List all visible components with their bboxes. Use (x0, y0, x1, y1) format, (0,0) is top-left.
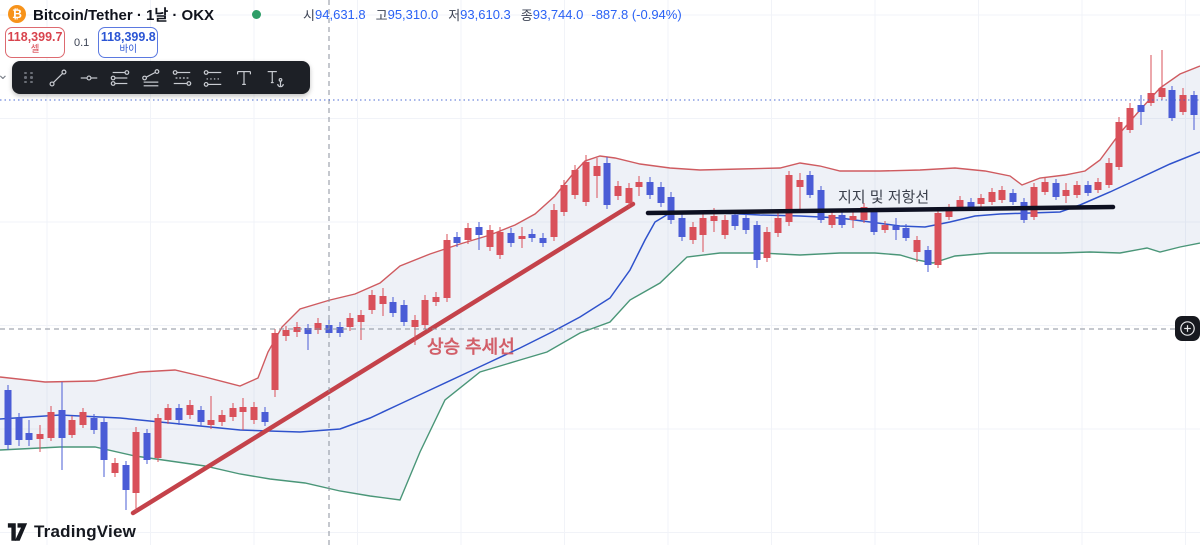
trade-panel: 118,399.7 셀 0.1 118,399.8 바이 (5, 27, 159, 58)
buy-button[interactable]: 118,399.8 바이 (98, 27, 159, 58)
chevron-down-icon[interactable]: ⌄ (0, 66, 9, 82)
anchored-text-icon[interactable] (259, 64, 290, 92)
buy-price: 118,399.8 (100, 29, 156, 44)
pitchfork-icon[interactable] (135, 64, 166, 92)
horizontal-line-icon[interactable] (73, 64, 104, 92)
symbol-header: ₿ Bitcoin/Tether · 1날 · OKX 시 94,631.8 고… (8, 4, 682, 24)
bitcoin-icon: ₿ (8, 5, 26, 23)
close-label: 종 (520, 7, 533, 23)
disjoint-channel-icon[interactable] (166, 64, 197, 92)
text-icon[interactable] (228, 64, 259, 92)
buy-label: 바이 (119, 44, 138, 55)
add-alert-plus-button[interactable] (1175, 316, 1200, 341)
tradingview-logo-icon (7, 523, 28, 541)
symbol-title[interactable]: Bitcoin/Tether · 1날 · OKX (33, 6, 215, 24)
parallel-lines-icon[interactable] (104, 64, 135, 92)
drag-handle[interactable] (24, 71, 34, 84)
flat-top-bottom-icon[interactable] (197, 64, 228, 92)
tradingview-logo-text: TradingView (34, 522, 137, 541)
high-label: 고 (375, 7, 388, 23)
sell-button[interactable]: 118,399.7 셀 (5, 27, 65, 58)
high-value: 95,310.0 (387, 6, 439, 22)
open-value: 94,631.8 (315, 6, 366, 22)
drawing-toolbar (12, 61, 310, 94)
trend-line-icon[interactable] (42, 64, 73, 92)
bollinger-fill (0, 66, 1200, 500)
close-value: 93,744.0 (532, 6, 584, 22)
spread-value: 0.1 (74, 36, 90, 49)
sell-price: 118,399.7 (7, 29, 63, 44)
sell-label: 셀 (30, 44, 40, 55)
ohlc-row: 시 94,631.8 고 95,310.0 저 93,610.3 종 93,74… (293, 5, 682, 24)
bollinger-lower (0, 242, 1200, 501)
low-value: 93,610.3 (460, 6, 511, 22)
support-resistance-line (645, 204, 1116, 216)
support-resistance-label[interactable]: 지지 및 저항선 (838, 189, 930, 206)
market-status-icon (252, 9, 262, 19)
open-label: 시 (303, 7, 316, 23)
uptrend-line-label[interactable]: 상승 추세선 (427, 337, 515, 357)
change-value: -887.8 (-0.94%) (591, 6, 682, 22)
uptrend-line (130, 201, 636, 516)
low-label: 저 (448, 7, 461, 23)
tradingview-watermark[interactable]: TradingView (7, 522, 136, 542)
